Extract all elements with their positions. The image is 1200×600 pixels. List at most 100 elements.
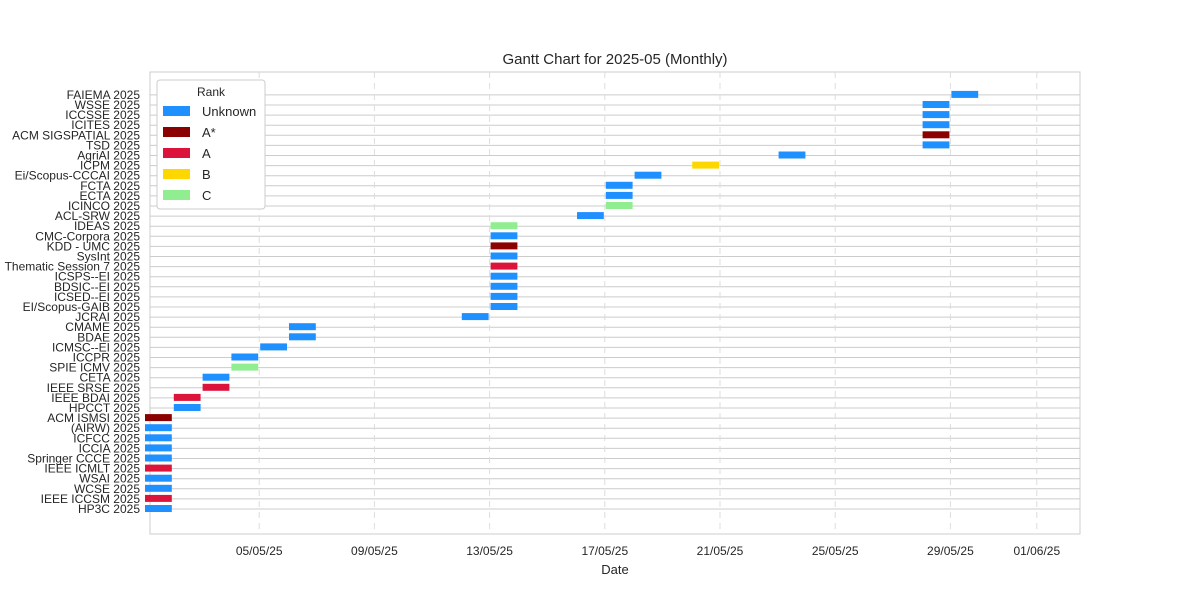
x-tick-label: 17/05/25 (581, 544, 628, 558)
y-tick-label: FAIEMA 2025 (67, 88, 141, 102)
task-bar (951, 90, 979, 98)
x-axis-label: Date (601, 562, 628, 577)
task-bar (231, 353, 259, 361)
task-bar (145, 505, 172, 512)
task-bar (490, 282, 518, 290)
y-tick-label: ICSED--EI 2025 (54, 290, 140, 304)
y-tick-label: ICCIA 2025 (79, 441, 141, 455)
y-tick-label: ECTA 2025 (80, 189, 141, 203)
y-tick-label: Thematic Session 7 2025 (5, 260, 141, 274)
y-tick-label: SysInt 2025 (77, 250, 141, 264)
legend-label: C (202, 188, 211, 203)
legend-swatch (163, 127, 190, 137)
y-tick-label: CMC-Corpora 2025 (35, 229, 140, 243)
legend-items: Unknown A* ABC (163, 104, 256, 203)
y-tick-label: AgriAI 2025 (77, 149, 140, 163)
task-bar (173, 404, 201, 411)
task-bar (490, 272, 518, 280)
task-bar (145, 474, 172, 482)
task-bar (922, 111, 950, 119)
task-bar (145, 434, 172, 442)
task-bar (202, 383, 230, 391)
x-tick-label: 25/05/25 (812, 544, 859, 558)
task-bar (692, 161, 719, 169)
y-tick-label: TSD 2025 (86, 138, 140, 152)
task-bars (145, 90, 979, 512)
y-tick-label: IEEE BDAI 2025 (51, 391, 140, 405)
task-bar (461, 313, 489, 321)
task-bar (490, 262, 518, 270)
y-tick-label: IDEAS 2025 (74, 219, 140, 233)
y-tick-label: SPIE ICMV 2025 (49, 361, 140, 375)
task-bar (145, 484, 172, 492)
x-tick-label: 29/05/25 (927, 544, 974, 558)
y-tick-label: ICMSC--EI 2025 (52, 340, 140, 354)
y-tick-label: HP3C 2025 (78, 502, 140, 516)
task-bar (605, 191, 633, 199)
legend-swatch (163, 190, 190, 200)
x-tick-label: 13/05/25 (466, 544, 513, 558)
task-bar (605, 202, 633, 209)
task-bar (145, 424, 172, 432)
y-tick-label: CETA 2025 (80, 371, 141, 385)
task-bar (490, 232, 518, 240)
y-tick-label: JCRAI 2025 (75, 310, 140, 324)
task-bar (490, 292, 518, 300)
task-bar (922, 121, 950, 129)
task-bar (289, 323, 316, 331)
y-tick-label: Ei/Scopus-CCCAI 2025 (15, 169, 141, 183)
x-tick-label: 05/05/25 (236, 544, 283, 558)
x-tick-labels: 05/05/25 09/05/25 13/05/25 17/05/25 21/05/25… (236, 544, 1061, 558)
y-tick-label: KDD - UMC 2025 (47, 239, 141, 253)
task-bar (202, 373, 230, 381)
chart-title: Gantt Chart for 2025-05 (Monthly) (502, 51, 727, 68)
y-tick-label: IEEE SRSE 2025 (47, 381, 141, 395)
y-tick-label: HPCCT 2025 (69, 401, 140, 415)
legend-label: A (202, 146, 211, 161)
legend-swatch (163, 148, 190, 158)
x-tick-label: 09/05/25 (351, 544, 398, 558)
grid-lines (150, 72, 1080, 534)
y-tick-label: IEEE ICCSM 2025 (41, 492, 141, 506)
y-tick-label: FCTA 2025 (80, 179, 140, 193)
task-bar (490, 242, 518, 250)
task-bar (173, 393, 201, 401)
y-tick-label: WCSE 2025 (74, 482, 140, 496)
legend: Rank Unknown A* ABC (156, 79, 266, 210)
y-tick-label: BDSIC--EI 2025 (54, 280, 140, 294)
y-tick-label: ICITES 2025 (71, 118, 140, 132)
task-bar (145, 444, 172, 452)
task-bar (922, 141, 950, 149)
task-bar (922, 131, 950, 139)
x-tick-label: 21/05/25 (697, 544, 744, 558)
legend-swatch (163, 106, 190, 116)
legend-label: A* (202, 125, 216, 140)
y-tick-label: (AIRW) 2025 (71, 421, 140, 435)
y-tick-label: ACM SIGSPATIAL 2025 (12, 128, 140, 142)
y-tick-label: ICCSSE 2025 (65, 108, 140, 122)
task-bar (634, 171, 662, 179)
task-bar (145, 414, 172, 422)
y-tick-label: ICCPR 2025 (73, 351, 141, 365)
task-bar (490, 303, 518, 310)
task-bar (145, 454, 172, 462)
task-bar (260, 343, 287, 351)
legend-label: Unknown (202, 104, 256, 119)
y-tick-label: WSAI 2025 (79, 472, 140, 486)
task-bar (490, 222, 518, 230)
task-bar (605, 181, 633, 189)
task-bar (490, 252, 518, 260)
task-bar (922, 101, 950, 108)
legend-title: Rank (197, 85, 226, 99)
task-bar (145, 494, 172, 502)
y-tick-label: EI/Scopus-GAIB 2025 (23, 300, 141, 314)
task-bar (289, 333, 316, 341)
task-bar (145, 464, 172, 472)
x-tick-label: 01/06/25 (1013, 544, 1060, 558)
task-bar (577, 212, 604, 220)
y-tick-label: CMAME 2025 (65, 320, 140, 334)
y-tick-label: ICFCC 2025 (73, 431, 140, 445)
legend-label: B (202, 167, 211, 182)
